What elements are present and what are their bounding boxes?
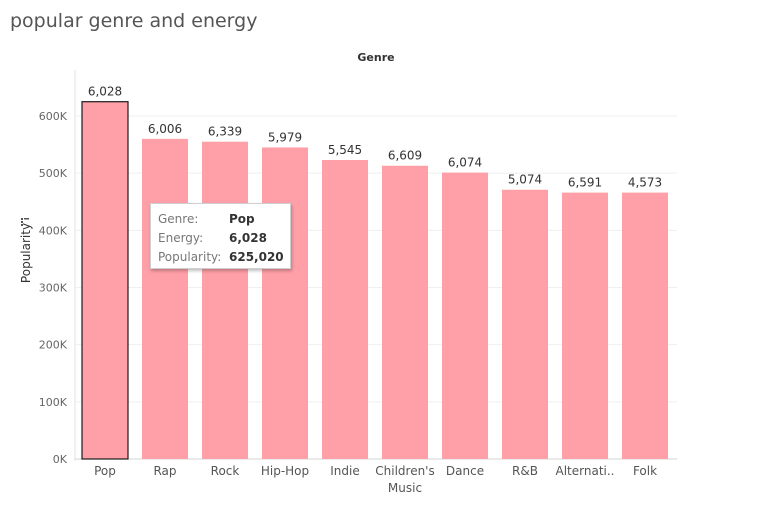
data-label: 5,979 (268, 130, 302, 144)
tooltip-value: 6,028 (229, 231, 267, 245)
x-tick-label: Rap (153, 464, 176, 478)
data-label: 6,339 (208, 125, 242, 139)
x-tick-label: Children's (375, 464, 434, 478)
y-tick-label: 100K (39, 396, 68, 409)
y-axis-title: Popularity (19, 223, 33, 283)
chart-title: popular genre and energy (10, 10, 258, 32)
x-tick-label: Alternati.. (556, 464, 615, 478)
bar-4 (322, 160, 368, 460)
tooltip-value: 625,020 (229, 250, 284, 264)
tooltip: Genre: Pop Energy: 6,028 Popularity: 625,02… (150, 203, 291, 269)
bar-2 (202, 141, 248, 459)
x-tick-label: Rock (211, 464, 240, 478)
tooltip-key: Genre: (158, 212, 199, 226)
bar-7 (502, 189, 548, 459)
bar-5 (382, 165, 428, 460)
bar-6 (442, 172, 488, 459)
x-tick-label: Indie (330, 464, 359, 478)
tooltip-row-energy: Energy: 6,028 (158, 229, 290, 248)
data-label: 5,074 (508, 173, 542, 187)
bar-1 (142, 138, 188, 459)
x-tick-label: Hip-Hop (261, 464, 309, 478)
tooltip-value: Pop (229, 212, 255, 226)
y-tick-label: 200K (39, 339, 68, 352)
x-tick-label: R&B (512, 464, 538, 478)
x-tick-label: Music (388, 481, 422, 495)
bar-0 (81, 101, 129, 460)
sort-icon (21, 218, 29, 226)
bar-3 (262, 147, 308, 460)
data-label: 6,028 (88, 85, 122, 99)
tooltip-row-popularity: Popularity: 625,020 (158, 248, 290, 267)
bar-8 (562, 192, 608, 459)
y-tick-label: 0K (53, 453, 68, 466)
y-tick-label: 500K (39, 167, 68, 180)
data-label: 5,545 (328, 143, 362, 157)
tooltip-key: Energy: (158, 231, 204, 245)
tooltip-key: Popularity: (158, 250, 222, 264)
bar-9 (622, 192, 668, 459)
data-label: 4,573 (628, 176, 662, 190)
y-tick-label: 600K (39, 110, 68, 123)
x-tick-label: Folk (633, 464, 657, 478)
tooltip-row-genre: Genre: Pop (158, 210, 290, 229)
x-tick-label: Pop (94, 464, 116, 478)
data-label: 6,006 (148, 122, 182, 136)
column-header: Genre (357, 51, 394, 64)
data-label: 6,074 (448, 156, 482, 170)
data-label: 6,591 (568, 176, 602, 190)
y-tick-label: 300K (39, 282, 68, 295)
data-label: 6,609 (388, 149, 422, 163)
y-tick-label: 400K (39, 224, 68, 237)
x-tick-label: Dance (446, 464, 484, 478)
